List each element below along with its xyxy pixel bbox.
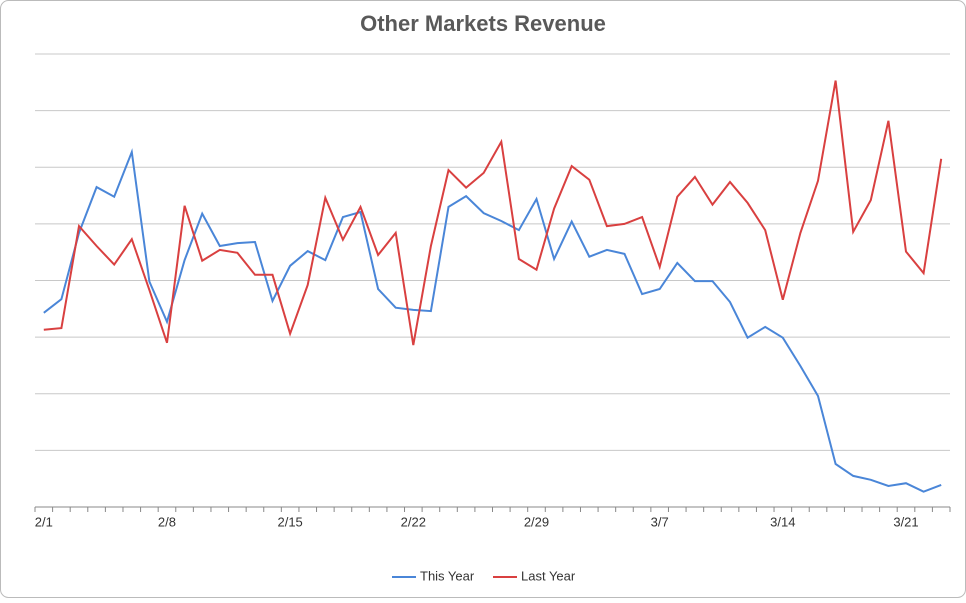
x-tick-label: 2/22 (401, 514, 426, 529)
x-tick-label: 2/15 (277, 514, 302, 529)
line-series (43, 148, 942, 493)
legend-label: This Year (420, 568, 475, 583)
x-tick-label: 3/7 (651, 514, 669, 529)
x-tick-label: 2/8 (158, 514, 176, 529)
chart-title: Other Markets Revenue (360, 11, 606, 36)
line-series (43, 80, 943, 346)
legend-label: Last Year (521, 568, 576, 583)
x-tick-label: 2/29 (524, 514, 549, 529)
x-tick-label: 3/21 (893, 514, 918, 529)
x-tick-label: 3/14 (770, 514, 795, 529)
x-tick-label: 2/1 (35, 514, 53, 529)
